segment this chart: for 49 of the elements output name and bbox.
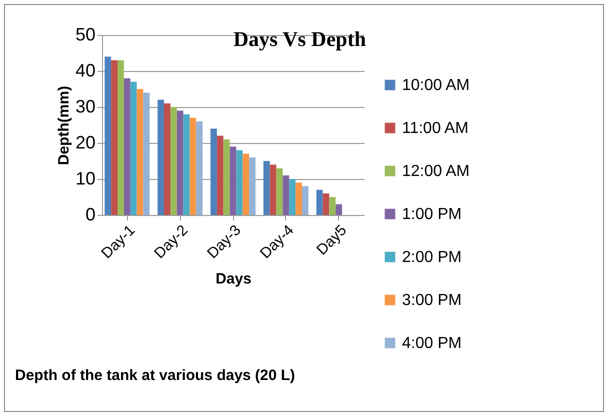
bar (322, 193, 330, 215)
bar (170, 107, 177, 215)
legend-label: 11:00 AM (402, 120, 468, 137)
bar (111, 60, 118, 215)
bar (242, 154, 250, 215)
bar (216, 136, 224, 215)
bar (118, 60, 124, 215)
x-axis-title: Days (216, 270, 252, 288)
text: Depth of the tank at various days (20 L) (15, 367, 296, 384)
bar (143, 92, 150, 215)
bar (249, 157, 256, 215)
bar (210, 128, 217, 215)
bar (104, 56, 112, 215)
legend-label: 10:00 AM (402, 77, 470, 94)
bar (176, 110, 184, 215)
bar (316, 190, 323, 215)
bar (236, 150, 243, 215)
bar (164, 103, 170, 215)
bar (296, 182, 302, 215)
legend-label: 1:00 PM (402, 206, 462, 223)
bar (302, 186, 308, 215)
bar (136, 89, 144, 215)
y-tick-label: 20 (75, 132, 96, 152)
bar (223, 139, 230, 215)
bar (282, 175, 290, 215)
bar (130, 82, 137, 215)
bar (336, 204, 342, 215)
bar (230, 146, 236, 215)
bar (263, 161, 270, 215)
bar (124, 78, 130, 215)
bar (158, 100, 164, 215)
legend-label: 2:00 PM (402, 249, 462, 266)
y-tick-label: 0 (85, 204, 96, 224)
bar (196, 121, 203, 215)
bar (183, 114, 190, 215)
y-tick-label: 30 (75, 96, 96, 116)
bar (270, 164, 276, 215)
bar (190, 118, 196, 215)
y-axis-title: Depth(mm) (55, 86, 72, 166)
legend-label: 12:00 AM (402, 163, 470, 180)
chart-title: Days Vs Depth (233, 27, 366, 51)
y-tick-label: 40 (75, 60, 96, 80)
y-tick-label: 50 (75, 24, 96, 44)
bar (329, 197, 336, 215)
bar (289, 179, 296, 215)
y-tick-label: 10 (75, 168, 96, 188)
bar (276, 168, 283, 215)
legend-label: 4:00 PM (402, 335, 462, 352)
legend-label: 3:00 PM (402, 292, 462, 309)
